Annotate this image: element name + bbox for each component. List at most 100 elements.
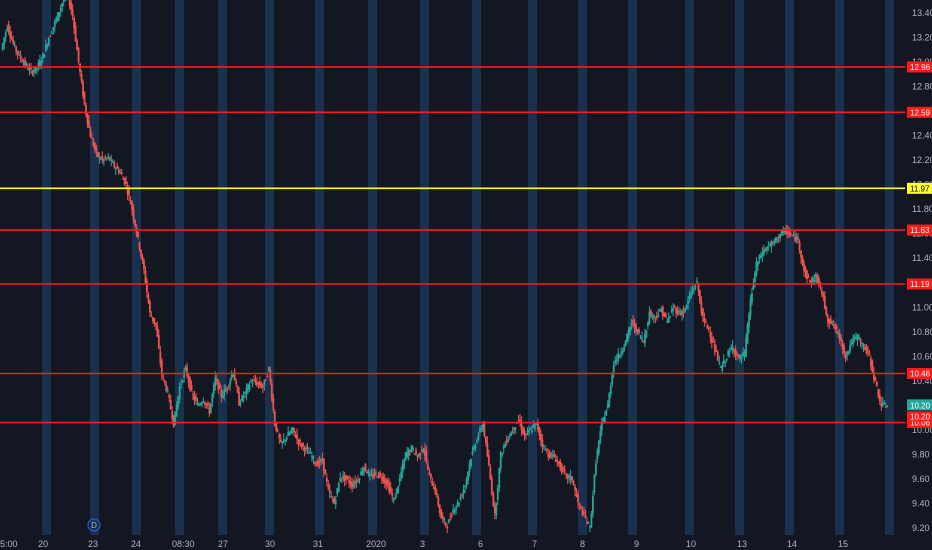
candle	[88, 120, 90, 128]
last-price-badge[interactable]	[907, 399, 932, 411]
candle	[510, 432, 513, 436]
time-tick-label: 9	[634, 539, 639, 549]
candle	[795, 236, 798, 241]
candle	[282, 438, 285, 442]
candle	[128, 188, 131, 196]
candle	[259, 381, 261, 386]
session-bands	[42, 0, 894, 535]
candle	[511, 431, 514, 433]
candle	[614, 360, 617, 364]
candle	[498, 468, 501, 488]
candle	[85, 105, 87, 115]
price-tick-label: 12.20	[912, 155, 932, 165]
dividend-marker[interactable]: D	[87, 518, 101, 532]
bid-price-badge[interactable]	[907, 411, 932, 422]
candle	[104, 156, 107, 159]
candle	[770, 241, 773, 248]
candle	[284, 439, 287, 442]
level-price-badge[interactable]	[907, 182, 932, 194]
candle	[119, 172, 122, 174]
level-price-badge-label: 10.06	[910, 419, 931, 428]
level-price-badge[interactable]	[907, 278, 932, 290]
candle	[395, 488, 398, 494]
level-price-badge[interactable]	[907, 417, 932, 429]
candle	[163, 380, 166, 384]
candle	[181, 380, 184, 382]
level-price-badge[interactable]	[907, 106, 932, 118]
candle	[542, 445, 545, 447]
candle	[706, 324, 709, 329]
candle	[575, 493, 578, 498]
session-band	[835, 0, 844, 535]
candle	[777, 236, 780, 238]
candle	[865, 346, 868, 354]
candle	[339, 478, 342, 482]
candle	[838, 332, 841, 340]
level-price-badge[interactable]	[907, 224, 932, 236]
candle	[740, 356, 743, 359]
candle	[855, 336, 857, 339]
candle	[151, 317, 154, 321]
candle	[815, 274, 817, 278]
candle	[266, 376, 269, 378]
candle	[58, 12, 61, 17]
session-band	[132, 0, 141, 535]
candle	[223, 389, 226, 396]
candle	[285, 436, 288, 440]
candle	[548, 451, 551, 458]
candle	[477, 435, 480, 440]
candle	[580, 506, 582, 508]
candle	[126, 186, 129, 194]
candle	[690, 292, 692, 298]
candle	[751, 293, 753, 303]
candle	[704, 322, 707, 324]
session-band	[685, 0, 694, 535]
candle	[563, 469, 566, 472]
candle	[171, 410, 174, 420]
candle	[618, 355, 621, 358]
candle	[565, 473, 568, 475]
candle	[264, 379, 267, 381]
candle	[832, 324, 835, 326]
candle	[482, 424, 484, 430]
candle	[388, 483, 391, 493]
time-axis[interactable]: 5:00 20 23 24 08:30 27 30 31 2020 3 6 7 8 9 10 13 14 15	[0, 537, 932, 550]
level-price-badge[interactable]	[907, 61, 932, 73]
candle	[603, 416, 606, 423]
candle	[331, 499, 334, 501]
candle	[699, 290, 701, 302]
candle	[201, 402, 203, 405]
candle	[502, 446, 505, 449]
candle	[557, 461, 560, 464]
candle	[205, 403, 208, 406]
price-axis[interactable]: 13.4013.2013.0012.8012.6012.4012.2012.00…	[905, 0, 932, 550]
level-price-badge[interactable]	[907, 368, 932, 379]
candle	[94, 143, 96, 150]
candle	[874, 376, 877, 382]
candle	[80, 73, 83, 82]
horizontal-levels[interactable]	[0, 66, 905, 424]
candle	[40, 61, 43, 65]
candle	[660, 309, 663, 313]
candle	[450, 514, 453, 517]
candle	[363, 467, 365, 473]
candle	[137, 232, 139, 238]
candle	[654, 317, 657, 319]
candle	[245, 387, 248, 395]
candle	[184, 366, 187, 371]
candle	[61, 3, 64, 7]
dividend-marker-circle[interactable]	[87, 518, 101, 532]
candle	[86, 113, 89, 124]
session-band	[368, 0, 377, 535]
candle	[180, 383, 183, 385]
candle	[218, 384, 221, 389]
candle	[308, 452, 310, 455]
session-band	[315, 0, 324, 535]
candle	[166, 390, 169, 392]
candle	[227, 385, 230, 388]
candle	[407, 449, 410, 456]
candle	[483, 423, 486, 436]
candle	[248, 384, 251, 390]
candle	[696, 280, 698, 283]
